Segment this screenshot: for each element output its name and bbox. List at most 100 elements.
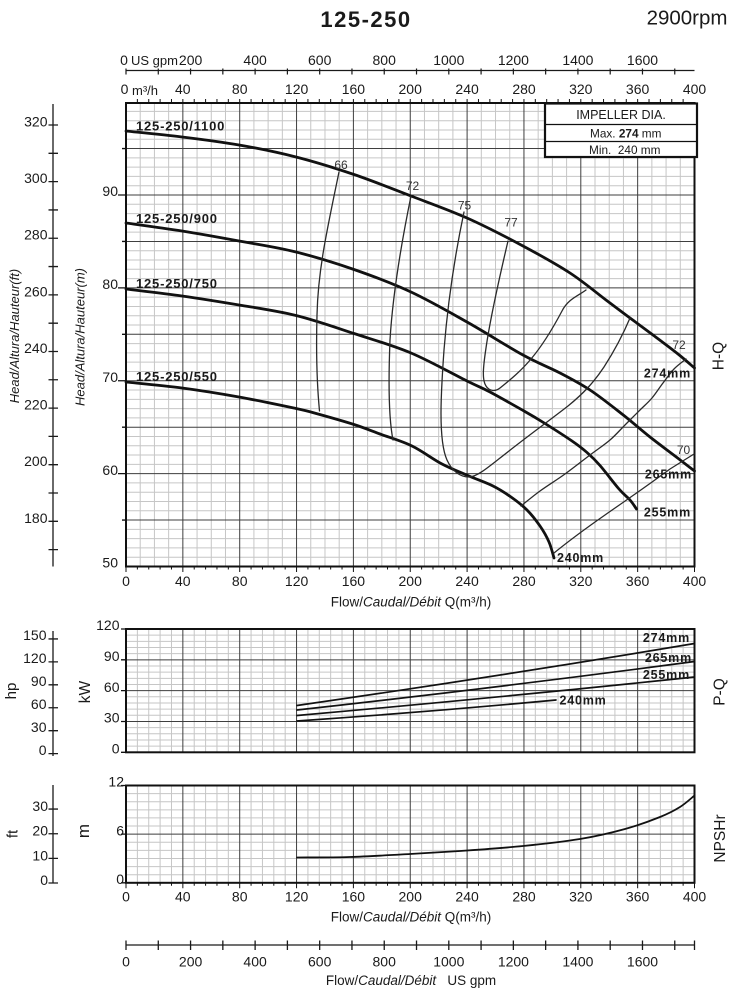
svg-text:66: 66	[334, 158, 348, 172]
svg-text:320: 320	[569, 573, 593, 589]
svg-text:125-250: 125-250	[320, 7, 411, 32]
svg-text:0: 0	[122, 573, 130, 589]
svg-text:72: 72	[406, 179, 420, 193]
svg-text:400: 400	[683, 81, 707, 97]
svg-text:800: 800	[373, 52, 397, 68]
svg-text:180: 180	[24, 510, 48, 526]
svg-text:60: 60	[31, 696, 47, 712]
svg-text:P-Q: P-Q	[711, 678, 728, 706]
svg-text:600: 600	[308, 52, 332, 68]
svg-text:0: 0	[122, 954, 130, 970]
svg-text:125-250/1100: 125-250/1100	[136, 119, 225, 134]
svg-text:300: 300	[24, 170, 48, 186]
svg-text:600: 600	[308, 954, 332, 970]
svg-text:72: 72	[672, 338, 686, 352]
svg-text:1400: 1400	[562, 954, 593, 970]
svg-text:255mm: 255mm	[644, 506, 691, 520]
svg-text:0: 0	[40, 872, 48, 888]
svg-text:0: 0	[112, 741, 120, 757]
svg-text:120: 120	[23, 650, 47, 666]
svg-text:90: 90	[31, 673, 47, 689]
svg-text:75: 75	[458, 199, 472, 213]
svg-text:90: 90	[104, 648, 120, 664]
svg-text:80: 80	[232, 81, 248, 97]
svg-text:200: 200	[399, 573, 423, 589]
svg-text:0: 0	[39, 742, 47, 758]
svg-text:240mm: 240mm	[557, 551, 604, 565]
svg-text:200: 200	[399, 889, 423, 905]
svg-text:40: 40	[175, 889, 191, 905]
svg-text:320: 320	[24, 114, 48, 130]
svg-text:200: 200	[179, 954, 203, 970]
svg-text:Max. 274 mm: Max. 274 mm	[590, 127, 662, 141]
svg-text:US gpm: US gpm	[131, 53, 178, 68]
svg-text:12: 12	[108, 774, 124, 790]
svg-text:80: 80	[232, 573, 248, 589]
svg-text:H-Q: H-Q	[711, 342, 728, 370]
svg-text:m³/h: m³/h	[132, 83, 158, 98]
svg-text:240: 240	[455, 889, 479, 905]
svg-text:265mm: 265mm	[645, 468, 692, 482]
svg-text:120: 120	[96, 617, 120, 633]
svg-text:80: 80	[102, 276, 118, 292]
svg-text:30: 30	[32, 798, 48, 814]
svg-text:320: 320	[569, 81, 593, 97]
svg-text:274mm: 274mm	[643, 631, 690, 645]
svg-text:0: 0	[122, 889, 130, 905]
svg-text:NPSHr: NPSHr	[712, 814, 729, 862]
svg-text:360: 360	[626, 889, 650, 905]
svg-text:70: 70	[102, 369, 118, 385]
svg-text:Min. 240 mm: Min. 240 mm	[589, 143, 661, 157]
svg-text:120: 120	[285, 573, 309, 589]
svg-text:1600: 1600	[627, 954, 658, 970]
svg-text:1000: 1000	[433, 954, 464, 970]
svg-text:260: 260	[24, 283, 48, 299]
svg-text:160: 160	[342, 573, 366, 589]
svg-text:240: 240	[455, 81, 479, 97]
svg-text:0: 0	[121, 81, 129, 97]
svg-text:125-250/750: 125-250/750	[136, 276, 218, 291]
svg-text:400: 400	[683, 573, 707, 589]
svg-text:80: 80	[232, 889, 248, 905]
svg-text:320: 320	[569, 889, 593, 905]
svg-text:280: 280	[512, 889, 536, 905]
svg-text:255mm: 255mm	[643, 668, 690, 682]
svg-text:160: 160	[342, 81, 366, 97]
svg-text:1000: 1000	[433, 52, 464, 68]
svg-text:60: 60	[104, 679, 120, 695]
svg-text:280: 280	[512, 81, 536, 97]
svg-text:Flow/Caudal/Débit Q(m³/h): Flow/Caudal/Débit Q(m³/h)	[331, 595, 492, 610]
svg-text:70: 70	[677, 443, 691, 457]
svg-text:400: 400	[243, 52, 267, 68]
svg-text:240mm: 240mm	[560, 694, 607, 708]
svg-text:60: 60	[102, 462, 118, 478]
svg-text:800: 800	[373, 954, 397, 970]
svg-text:280: 280	[24, 227, 48, 243]
svg-text:1200: 1200	[498, 52, 529, 68]
svg-text:IMPELLER DIA.: IMPELLER DIA.	[576, 108, 666, 122]
svg-text:125-250/900: 125-250/900	[136, 211, 218, 226]
svg-text:0: 0	[116, 871, 124, 887]
svg-text:20: 20	[32, 823, 48, 839]
svg-text:265mm: 265mm	[645, 651, 692, 665]
svg-text:Head/Altura/Hauteur(m): Head/Altura/Hauteur(m)	[72, 268, 87, 406]
svg-text:Flow/Caudal/Débit Q(m³/h): Flow/Caudal/Débit Q(m³/h)	[331, 910, 492, 925]
svg-text:200: 200	[24, 453, 48, 469]
svg-text:50: 50	[102, 555, 118, 571]
svg-text:90: 90	[102, 183, 118, 199]
svg-text:2900rpm: 2900rpm	[647, 7, 728, 30]
svg-text:6: 6	[116, 822, 124, 838]
svg-text:Flow/Caudal/Débit US gpm: Flow/Caudal/Débit US gpm	[326, 973, 496, 988]
svg-text:274mm: 274mm	[644, 367, 691, 381]
svg-text:220: 220	[24, 397, 48, 413]
svg-text:77: 77	[504, 216, 518, 230]
svg-text:360: 360	[626, 81, 650, 97]
svg-text:1400: 1400	[562, 52, 593, 68]
svg-text:40: 40	[175, 573, 191, 589]
svg-text:360: 360	[626, 573, 650, 589]
svg-text:1200: 1200	[498, 954, 529, 970]
svg-text:1600: 1600	[627, 52, 658, 68]
svg-text:150: 150	[23, 627, 47, 643]
svg-text:240: 240	[24, 340, 48, 356]
svg-text:280: 280	[512, 573, 536, 589]
